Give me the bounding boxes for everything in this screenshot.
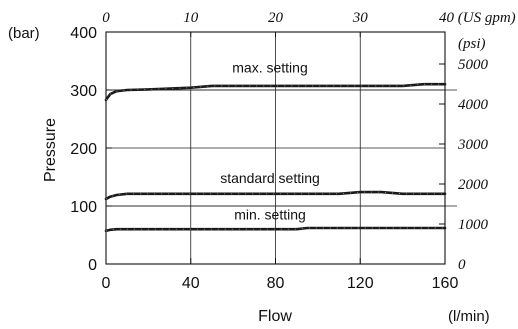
x-axis-title: Flow [258,308,292,325]
y2-tick-label: 3000 [457,137,489,153]
x-axis-unit: (l/min) [448,308,490,325]
series-dots [105,191,445,200]
series-line [104,82,447,102]
y-tick-label: 300 [70,83,97,100]
y2-tick-label: 0 [458,257,466,273]
x2-tick-label: 30 [352,10,369,26]
x-tick-label: 40 [182,275,200,292]
y-axis-unit: (bar) [8,25,40,42]
y2-tick-label: 2000 [458,177,489,193]
series-label: min. setting [234,206,306,222]
y-tick-label: 100 [70,199,97,216]
x-tick-label: 0 [102,275,111,292]
x2-tick-label: 40 (US gpm) [439,10,516,26]
y2-axis-unit: (psi) [458,36,486,52]
x-tick-label: 160 [432,275,459,292]
y2-tick-label: 1000 [458,217,489,233]
series-group [104,82,447,233]
y2-tick-label: 4000 [458,97,489,113]
x-tick-label: 120 [347,275,374,292]
x2-tick-label: 20 [268,10,284,26]
y-tick-label: 200 [70,141,97,158]
x2-tick-label: 0 [102,10,110,26]
series-label: max. setting [232,60,307,76]
axis-ticks [105,31,446,265]
series-label: standard setting [220,170,320,186]
y-tick-label: 0 [88,257,97,274]
y-tick-label: 400 [70,25,97,42]
x2-tick-label: 10 [183,10,199,26]
y2-tick-label: 5000 [458,57,489,73]
x-tick-label: 80 [267,275,285,292]
series-line [104,226,447,233]
y-axis-title: Pressure [42,118,59,182]
